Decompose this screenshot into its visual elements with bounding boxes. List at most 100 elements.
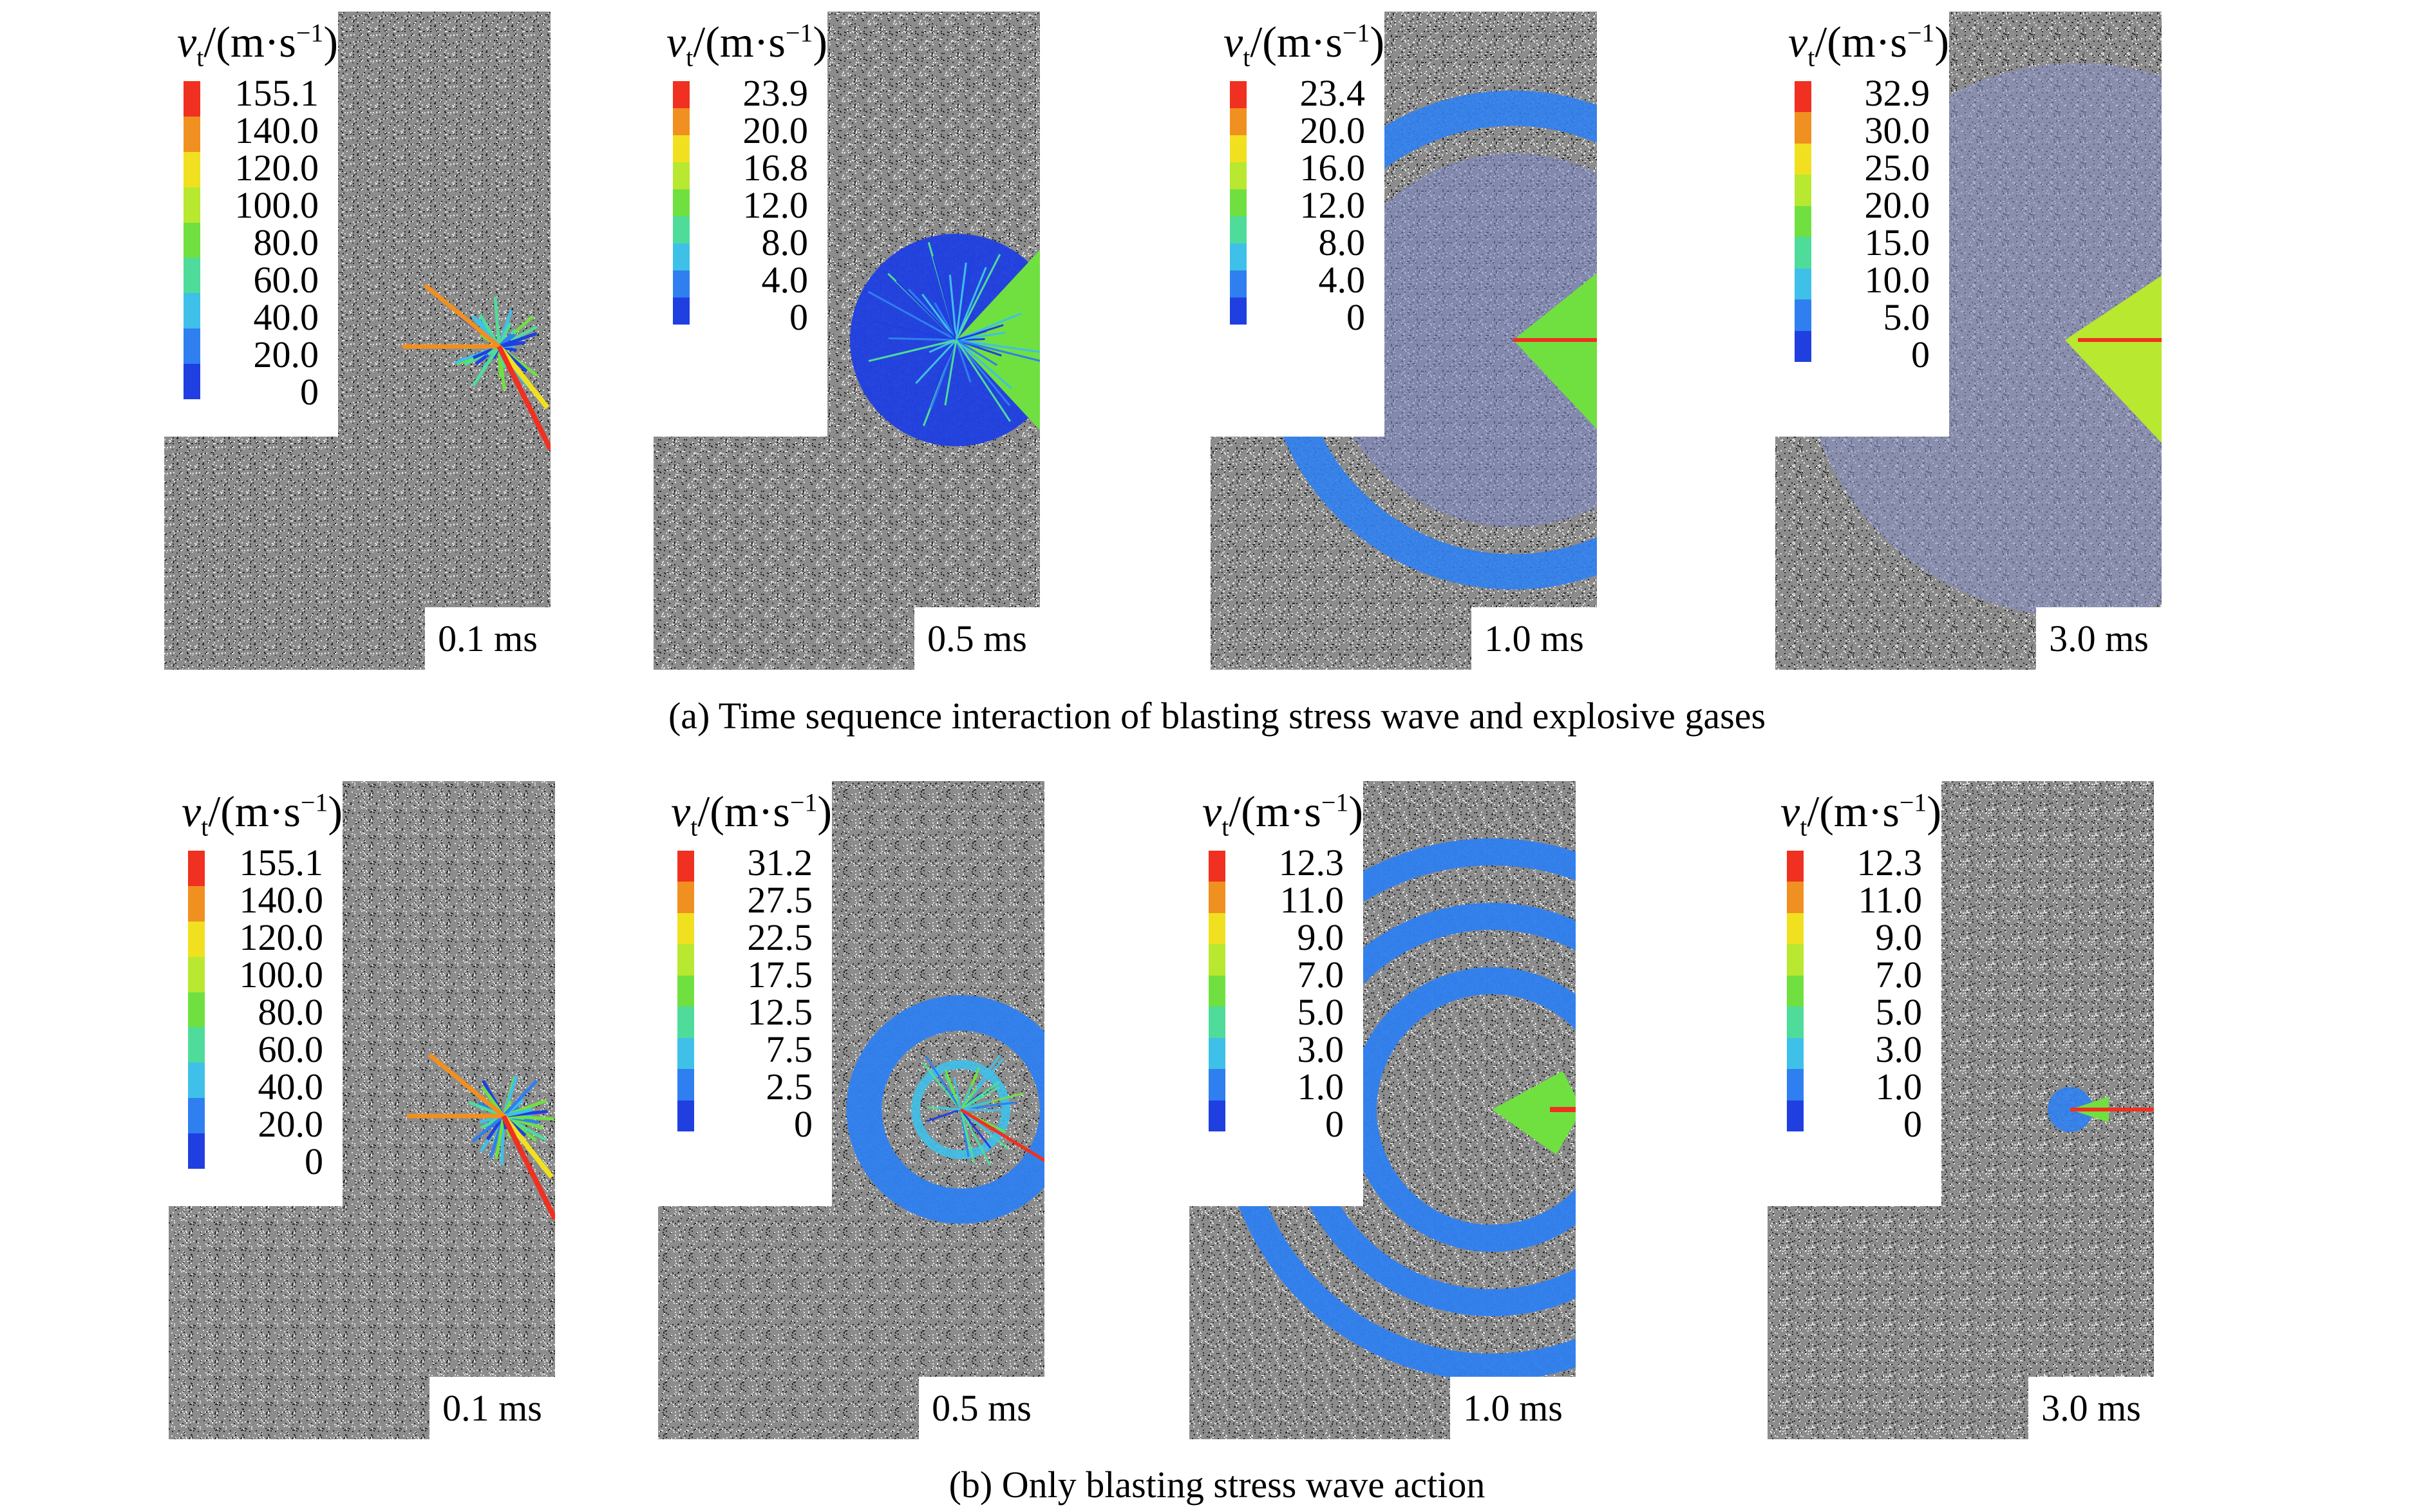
colorbar-segment [1230,298,1247,325]
legend-title: vt/(m·s−1) [1780,786,1941,842]
legend-unit-close: ) [817,787,833,836]
colorbar-segment [1795,237,1811,269]
legend-exponent: −1 [785,18,813,48]
colorbar-segment [184,81,200,117]
colorbar-segment [1209,944,1225,976]
legend-symbol: v [1223,17,1243,66]
colorbar-segment [1795,205,1811,238]
legend-title: vt/(m·s−1) [182,786,343,842]
legend-symbol: v [671,787,691,836]
legend-exponent: −1 [296,18,324,48]
colorbar-tick-label: 0 [1325,1103,1344,1145]
colorbar-tick-label: 2.5 [766,1066,813,1108]
panel-b-1.0ms: vt/(m·s−1) 12.3 11.0 9.0 7.0 5.0 3.0 1.0 0 1.0 ms [1189,781,1576,1439]
velocity-legend: vt/(m·s−1) 12.3 11.0 9.0 7.0 5.0 3.0 1.0 0 [1189,781,1363,1206]
colorbar-tick-label: 5.0 [1883,296,1930,338]
colorbar-segment [1787,944,1804,976]
colorbar-segment [1795,175,1811,206]
colorbar-segment [677,1006,694,1038]
colorbar-segment [188,1098,205,1134]
colorbar-tick-label: 27.5 [747,879,813,921]
colorbar-tick-label: 3.0 [1875,1028,1923,1070]
colorbar-tick-label: 16.8 [742,147,809,189]
caption-b: (b) Only blasting stress wave action [948,1464,1486,1506]
colorbar-tick-label: 23.4 [1299,72,1366,114]
colorbar [1209,851,1225,1131]
legend-unit: /(m·s [1807,787,1900,836]
colorbar-tick-label: 20.0 [253,334,319,375]
colorbar-tick-label: 100.0 [234,184,319,226]
colorbar-tick-label: 25.0 [1864,147,1930,189]
time-label: 1.0 ms [1471,607,1597,670]
colorbar-segment [184,151,200,187]
panel-b-0.1ms: vt/(m·s−1) 155.1 140.0 120.0 100.0 80.0 60.0 40… [169,781,555,1439]
colorbar-tick-label: 1.0 [1297,1066,1344,1108]
legend-title: vt/(m·s−1) [1788,17,1949,73]
colorbar-segment [677,912,694,945]
time-label: 1.0 ms [1450,1377,1576,1439]
velocity-legend: vt/(m·s−1) 12.3 11.0 9.0 7.0 5.0 3.0 1.0 0 [1768,781,1941,1206]
legend-subscript: t [690,812,698,842]
colorbar-tick-label: 0 [300,371,319,413]
colorbar-segment [188,851,205,886]
legend-title: vt/(m·s−1) [1223,17,1384,73]
colorbar-segment [1787,851,1804,882]
time-label: 0.5 ms [914,607,1040,670]
colorbar-segment [1230,135,1247,162]
colorbar-tick-label: 16.0 [1299,147,1366,189]
panel-a-1.0ms: vt/(m·s−1) 23.4 20.0 16.0 12.0 8.0 4.0 0 1.0 ms [1211,12,1597,670]
colorbar-segment [184,187,200,223]
colorbar-segment [188,921,205,957]
legend-exponent: −1 [1321,788,1349,817]
colorbar-segment [1787,975,1804,1007]
colorbar-segment [673,162,690,189]
colorbar-segment [1795,143,1811,175]
colorbar-tick-label: 4.0 [761,259,809,301]
colorbar-segment [673,243,690,270]
colorbar-ticks: 23.9 20.0 16.8 12.0 8.0 4.0 0 [692,75,809,336]
legend-unit: /(m·s [1229,787,1321,836]
colorbar-segment [1230,108,1247,135]
colorbar-tick-label: 80.0 [253,222,319,263]
colorbar-segment [188,1133,205,1169]
legend-subscript: t [1243,43,1250,72]
legend-unit-close: ) [1370,17,1385,66]
caption-a: (a) Time sequence interaction of blastin… [668,695,1766,737]
colorbar-tick-label: 60.0 [258,1028,324,1070]
colorbar-tick-label: 7.5 [766,1028,813,1070]
colorbar-segment [673,135,690,162]
colorbar-segment [673,108,690,135]
colorbar-tick-label: 31.2 [747,842,813,884]
panel-a-0.5ms: vt/(m·s−1) 23.9 20.0 16.8 12.0 8.0 4.0 0 0.5 ms [654,12,1040,670]
colorbar-segment [677,851,694,882]
legend-symbol: v [666,17,686,66]
colorbar-tick-label: 11.0 [1858,879,1922,921]
colorbar-ticks: 23.4 20.0 16.0 12.0 8.0 4.0 0 [1249,72,1366,336]
panel-b-3.0ms: vt/(m·s−1) 12.3 11.0 9.0 7.0 5.0 3.0 1.0 0 3.0 ms [1768,781,2154,1439]
legend-unit: /(m·s [697,787,790,836]
colorbar-segment [1795,268,1811,300]
colorbar-tick-label: 17.5 [747,954,813,996]
legend-unit: /(m·s [1815,17,1907,66]
colorbar-segment [673,270,690,298]
colorbar-segment [1787,1069,1804,1101]
colorbar-segment [1230,81,1247,108]
colorbar-segment [188,1063,205,1099]
legend-symbol: v [1780,787,1800,836]
colorbar-segment [188,1027,205,1063]
colorbar-segment [184,116,200,152]
colorbar-segment [1209,975,1225,1007]
colorbar-tick-label: 5.0 [1875,991,1923,1033]
colorbar-tick-label: 11.0 [1279,879,1344,921]
colorbar-segment [1230,189,1247,216]
velocity-field [2048,1087,2154,1132]
velocity-field [402,283,551,451]
velocity-legend: vt/(m·s−1) 31.2 27.5 22.5 17.5 12.5 7.5 2.5 0 [658,781,832,1206]
legend-symbol: v [1788,17,1808,66]
legend-unit-close: ) [328,787,343,836]
legend-unit-close: ) [813,17,828,66]
colorbar-tick-label: 120.0 [239,916,324,958]
colorbar-segment [677,975,694,1007]
colorbar-tick-label: 30.0 [1864,109,1930,151]
colorbar-segment [1209,1069,1225,1101]
